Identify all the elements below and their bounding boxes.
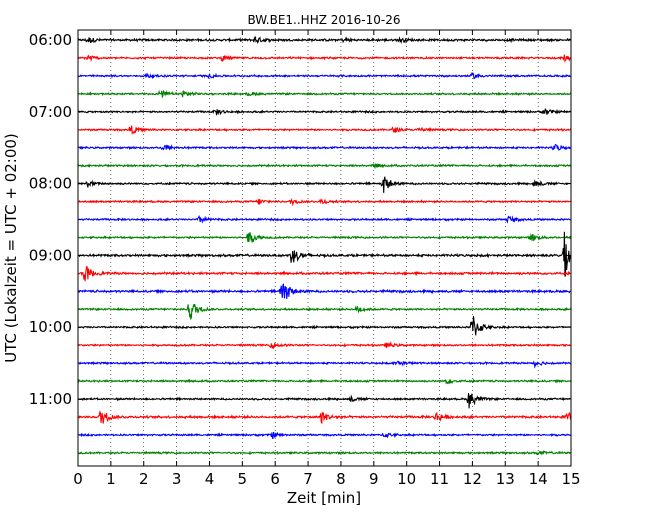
y-tick-label: 11:00 xyxy=(29,390,72,408)
trace-1145 xyxy=(77,450,572,456)
trace-0830 xyxy=(77,215,572,224)
trace-1000 xyxy=(77,315,572,336)
trace-0715 xyxy=(77,125,572,135)
x-tick-label: 10 xyxy=(397,470,416,488)
x-tick-label: 2 xyxy=(139,470,149,488)
trace-0845 xyxy=(77,232,572,243)
trace-1030 xyxy=(78,360,572,369)
chart-title: BW.BE1..HHZ 2016-10-26 xyxy=(247,13,400,27)
trace-0915 xyxy=(77,265,571,282)
trace-0745 xyxy=(77,162,571,170)
trace-0630 xyxy=(77,71,572,80)
y-tick-label: 09:00 xyxy=(29,246,72,264)
trace-0600 xyxy=(77,35,572,45)
trace-0930 xyxy=(77,283,572,299)
x-tick-label: 0 xyxy=(73,470,83,488)
trace-0730 xyxy=(77,143,572,151)
x-tick-label: 12 xyxy=(463,470,482,488)
y-axis-label: UTC (Lokalzeit = UTC + 02:00) xyxy=(2,133,20,363)
x-tick-label: 1 xyxy=(106,470,116,488)
trace-1130 xyxy=(77,431,572,439)
y-tick-label: 10:00 xyxy=(29,318,72,336)
x-axis-label: Zeit [min] xyxy=(287,489,361,507)
y-tick-label: 06:00 xyxy=(29,31,72,49)
x-tick-label: 6 xyxy=(270,470,280,488)
x-tick-label: 7 xyxy=(303,470,313,488)
trace-1045 xyxy=(77,378,572,385)
y-tick-label: 08:00 xyxy=(29,175,72,193)
x-tick-label: 14 xyxy=(529,470,548,488)
x-axis-ticks: 0 1 2 3 4 5 6 7 8 9 10 11 12 13 14 15 xyxy=(73,30,581,488)
y-axis-ticks: 06:00 07:00 08:00 09:00 10:00 11:00 xyxy=(29,31,571,408)
trace-0815 xyxy=(77,197,572,207)
plot-frame xyxy=(77,29,572,467)
x-tick-label: 9 xyxy=(369,470,379,488)
x-tick-label: 3 xyxy=(172,470,182,488)
trace-0945 xyxy=(77,303,572,321)
x-tick-label: 4 xyxy=(205,470,215,488)
x-tick-label: 11 xyxy=(430,470,449,488)
x-tick-label: 8 xyxy=(336,470,346,488)
trace-1115 xyxy=(77,410,572,425)
trace-0800 xyxy=(77,176,572,193)
seismic-traces xyxy=(77,35,572,456)
trace-0900 xyxy=(77,231,572,277)
vertical-grid xyxy=(110,30,539,466)
x-tick-label: 15 xyxy=(561,470,580,488)
trace-1100 xyxy=(77,393,571,409)
trace-0645 xyxy=(77,89,572,99)
trace-0700 xyxy=(77,108,572,116)
x-tick-label: 5 xyxy=(238,470,248,488)
x-tick-label: 13 xyxy=(496,470,515,488)
y-tick-label: 07:00 xyxy=(29,103,72,121)
trace-0615 xyxy=(77,54,572,63)
trace-1015 xyxy=(77,340,572,350)
